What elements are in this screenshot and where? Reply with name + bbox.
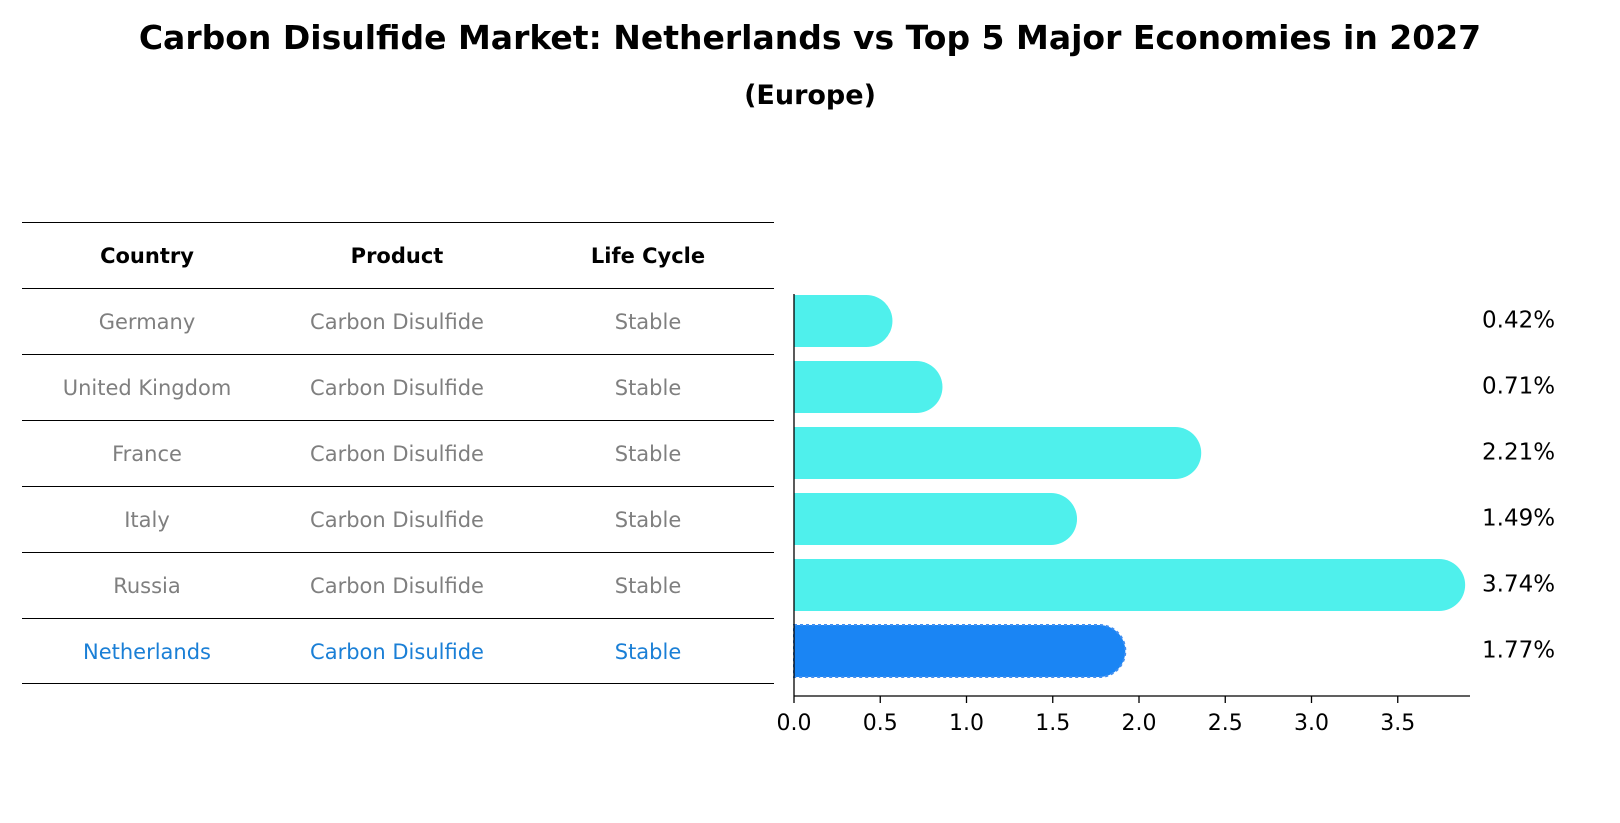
value-label: 2.21% [1482, 440, 1555, 466]
table-row: France Carbon Disulfide Stable [22, 420, 774, 486]
data-table: Country Product Life Cycle Germany Carbo… [22, 222, 774, 684]
product-cell: Carbon Disulfide [310, 574, 484, 598]
life-cycle-cell: Stable [614, 442, 682, 466]
x-tick-label: 0.0 [777, 711, 812, 736]
value-label: 1.49% [1482, 506, 1555, 532]
bar [794, 427, 1202, 479]
value-label: 0.71% [1482, 374, 1555, 400]
country-cell: Russia [113, 574, 181, 598]
bar [794, 559, 1466, 611]
header-life-cycle: Life Cycle [590, 244, 706, 268]
value-label: 1.77% [1482, 638, 1555, 664]
life-cycle-cell: Stable [614, 376, 682, 400]
x-tick-label: 1.5 [1035, 711, 1070, 736]
country-cell: Italy [124, 508, 170, 532]
value-label: 0.42% [1482, 308, 1555, 334]
product-cell: Carbon Disulfide [310, 310, 484, 334]
x-tick-label: 3.5 [1380, 711, 1415, 736]
product-cell: Carbon Disulfide [310, 640, 484, 664]
header-country: Country [100, 244, 194, 268]
chart-subtitle: (Europe) [744, 80, 876, 111]
product-cell: Carbon Disulfide [310, 376, 484, 400]
x-tick-label: 2.5 [1208, 711, 1243, 736]
table-row: United Kingdom Carbon Disulfide Stable [22, 354, 774, 420]
life-cycle-cell: Stable [614, 310, 682, 334]
bar [794, 361, 943, 413]
x-tick-label: 0.5 [863, 711, 898, 736]
country-cell: Netherlands [82, 640, 211, 664]
life-cycle-cell: Stable [614, 574, 682, 598]
value-label: 3.74% [1482, 572, 1555, 598]
life-cycle-cell: Stable [614, 640, 682, 664]
table-row: Italy Carbon Disulfide Stable [22, 486, 774, 552]
table-row: Germany Carbon Disulfide Stable [22, 288, 774, 354]
product-cell: Carbon Disulfide [310, 442, 484, 466]
x-tick-label: 2.0 [1122, 711, 1157, 736]
table-header-row: Country Product Life Cycle [22, 222, 774, 288]
x-tick-label: 3.0 [1294, 711, 1329, 736]
life-cycle-cell: Stable [614, 508, 682, 532]
x-tick-label: 1.0 [949, 711, 984, 736]
product-cell: Carbon Disulfide [310, 508, 484, 532]
bar-highlighted [793, 624, 1127, 678]
header-product: Product [350, 244, 444, 268]
bar [794, 493, 1078, 545]
chart-title: Carbon Disulfide Market: Netherlands vs … [138, 18, 1482, 57]
country-cell: United Kingdom [62, 376, 232, 400]
country-cell: France [112, 442, 182, 466]
table-row-highlighted: Netherlands Carbon Disulfide Stable [22, 618, 774, 684]
table-row: Russia Carbon Disulfide Stable [22, 552, 774, 618]
bar [794, 295, 893, 347]
country-cell: Germany [98, 310, 196, 334]
